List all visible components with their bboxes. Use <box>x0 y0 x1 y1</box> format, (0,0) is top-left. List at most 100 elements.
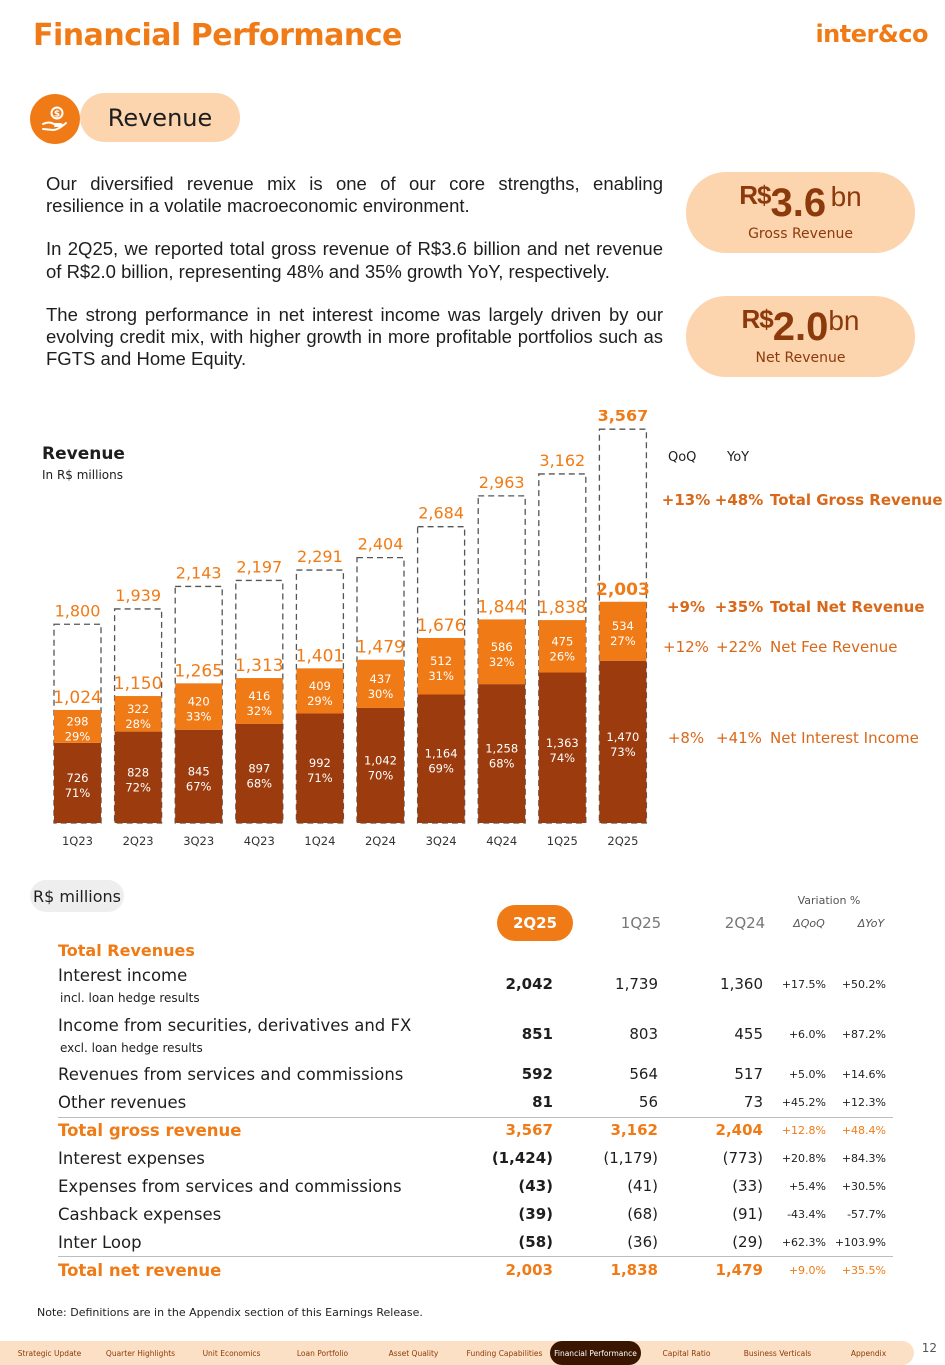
value-2q24: 73 <box>743 1093 763 1111</box>
variation-header: Variation % <box>797 894 861 907</box>
table-section-title: Total Revenues <box>58 941 893 969</box>
fee-revenue-bar <box>357 659 404 708</box>
interest-value-label: 1,258 <box>485 742 518 756</box>
value-2q24: (91) <box>732 1205 763 1223</box>
yoy-header: YoY <box>727 450 750 465</box>
kpi-label: Gross Revenue <box>748 226 853 242</box>
nav-item-funding-capabilities[interactable]: Funding Capabilities <box>466 1348 543 1358</box>
interest-pct-label: 69% <box>428 762 454 776</box>
page-title: Financial Performance <box>33 18 402 53</box>
value-2q24: (29) <box>732 1233 763 1251</box>
nav-item-unit-economics[interactable]: Unit Economics <box>202 1348 261 1358</box>
table-divider <box>58 1117 893 1118</box>
fee-revenue-bar <box>538 620 586 673</box>
fee-pct-label: 28% <box>125 717 151 731</box>
table-row: Inter Loop (58) (36) (29) +62.3% +103.9% <box>58 1233 893 1261</box>
kpi-value: 3.6 <box>770 181 827 225</box>
interest-pct-label: 72% <box>125 780 151 794</box>
table-row: Expenses from services and commissions (4… <box>58 1177 893 1205</box>
row-label: Other revenues <box>58 1093 187 1112</box>
fee-pct-label: 33% <box>186 710 212 724</box>
variation-qoq: +5.4% <box>788 1180 826 1193</box>
intro-paragraph: Our diversified revenue mix is one of ou… <box>46 173 663 217</box>
row-label: Revenues from services and commissions <box>58 1065 404 1084</box>
interest-value-label: 845 <box>188 764 210 778</box>
interest-value-label: 1,363 <box>546 736 579 750</box>
row-label: Total net revenue <box>58 1261 222 1280</box>
growth-qoq: +12% <box>663 638 709 656</box>
growth-label: Total Net Revenue <box>770 598 925 616</box>
x-tick-label: 3Q23 <box>183 834 214 848</box>
interest-pct-label: 68% <box>489 757 515 771</box>
unit-label: R$ millions <box>30 880 124 912</box>
variation-yoy: +48.4% <box>841 1124 886 1137</box>
interest-value-label: 897 <box>248 761 270 775</box>
table-row: Other revenues 81 56 73 +45.2% +12.3% <box>58 1093 893 1121</box>
interest-value-label: 726 <box>67 771 89 785</box>
value-2q25: 2,003 <box>505 1261 553 1279</box>
growth-yoy: +41% <box>716 729 762 747</box>
variation-qoq: +62.3% <box>781 1236 826 1249</box>
net-revenue-label: 1,401 <box>296 646 345 666</box>
nav-item-quarter-highlights[interactable]: Quarter Highlights <box>105 1348 176 1358</box>
growth-qoq: +8% <box>667 729 705 747</box>
interest-income-bar <box>175 729 223 823</box>
variation-qoq: +12.8% <box>781 1124 826 1137</box>
fee-pct-label: 29% <box>65 729 91 743</box>
value-2q25: 592 <box>521 1065 553 1083</box>
row-label: Cashback expenses <box>58 1205 222 1224</box>
nav-item-capital-ratio[interactable]: Capital Ratio <box>662 1348 711 1358</box>
variation-yoy: -57.7% <box>847 1208 886 1221</box>
kpi-value: 2.0 <box>772 305 829 349</box>
table-divider <box>58 1256 893 1257</box>
value-2q25: 2,042 <box>505 975 553 993</box>
value-1q25: 1,838 <box>610 1261 658 1279</box>
footer-nav: Strategic Update Quarter Highlights Unit E… <box>0 1341 914 1365</box>
value-2q24: (773) <box>722 1149 763 1167</box>
nav-item-business-verticals[interactable]: Business Verticals <box>743 1348 812 1358</box>
interest-income-bar <box>538 672 586 823</box>
interest-value-label: 1,470 <box>606 730 639 744</box>
variation-yoy: +103.9% <box>834 1236 886 1249</box>
interest-value-label: 1,164 <box>425 747 458 761</box>
net-revenue-label: 1,479 <box>356 638 405 658</box>
growth-yoy: +22% <box>716 638 762 656</box>
net-revenue-label: 1,844 <box>477 597 526 617</box>
fee-revenue-bar <box>599 601 647 661</box>
growth-label: Total Gross Revenue <box>770 491 943 509</box>
section-label: Revenue <box>80 93 240 142</box>
row-label: Expenses from services and commissions <box>58 1177 402 1196</box>
footnote: Note: Definitions are in the Appendix se… <box>37 1306 423 1319</box>
value-2q25: 3,567 <box>505 1121 553 1139</box>
gross-revenue-label: 1,939 <box>115 586 161 605</box>
nav-item-appendix[interactable]: Appendix <box>850 1348 887 1358</box>
growth-row-gross: +13% +48% Total Gross Revenue <box>660 491 943 509</box>
net-revenue-label: 1,838 <box>538 598 587 618</box>
interest-pct-label: 70% <box>368 768 394 782</box>
row-label: Income from securities, derivatives and … <box>58 1016 412 1035</box>
nav-item-loan-portfolio[interactable]: Loan Portfolio <box>296 1348 349 1358</box>
nav-item-financial-performance[interactable]: Financial Performance <box>550 1341 641 1365</box>
value-2q25: 81 <box>532 1093 553 1111</box>
variation-qoq: +9.0% <box>788 1264 826 1277</box>
value-2q25: (39) <box>518 1205 553 1223</box>
row-label: Interest expenses <box>58 1149 205 1168</box>
x-tick-label: 1Q24 <box>304 834 335 848</box>
value-2q25: 851 <box>521 1025 553 1043</box>
x-tick-label: 3Q24 <box>426 834 457 848</box>
fee-pct-label: 32% <box>247 704 273 718</box>
x-tick-label: 2Q25 <box>607 834 638 848</box>
variation-yoy: +87.2% <box>841 1028 886 1041</box>
gross-revenue-label: 2,963 <box>479 473 525 492</box>
value-2q25: (58) <box>518 1233 553 1251</box>
variation-yoy: +35.5% <box>841 1264 886 1277</box>
column-header-qoq: ΔQoQ <box>793 916 825 930</box>
nav-item-strategic-update[interactable]: Strategic Update <box>17 1348 82 1358</box>
value-2q24: 517 <box>734 1065 763 1083</box>
interest-pct-label: 67% <box>186 779 212 793</box>
x-tick-label: 2Q23 <box>123 834 154 848</box>
variation-qoq: -43.4% <box>787 1208 826 1221</box>
column-header-2q25: 2Q25 <box>497 905 573 941</box>
kpi-net-revenue: R$2.0bn Net Revenue <box>686 296 915 377</box>
nav-item-asset-quality[interactable]: Asset Quality <box>388 1348 439 1358</box>
